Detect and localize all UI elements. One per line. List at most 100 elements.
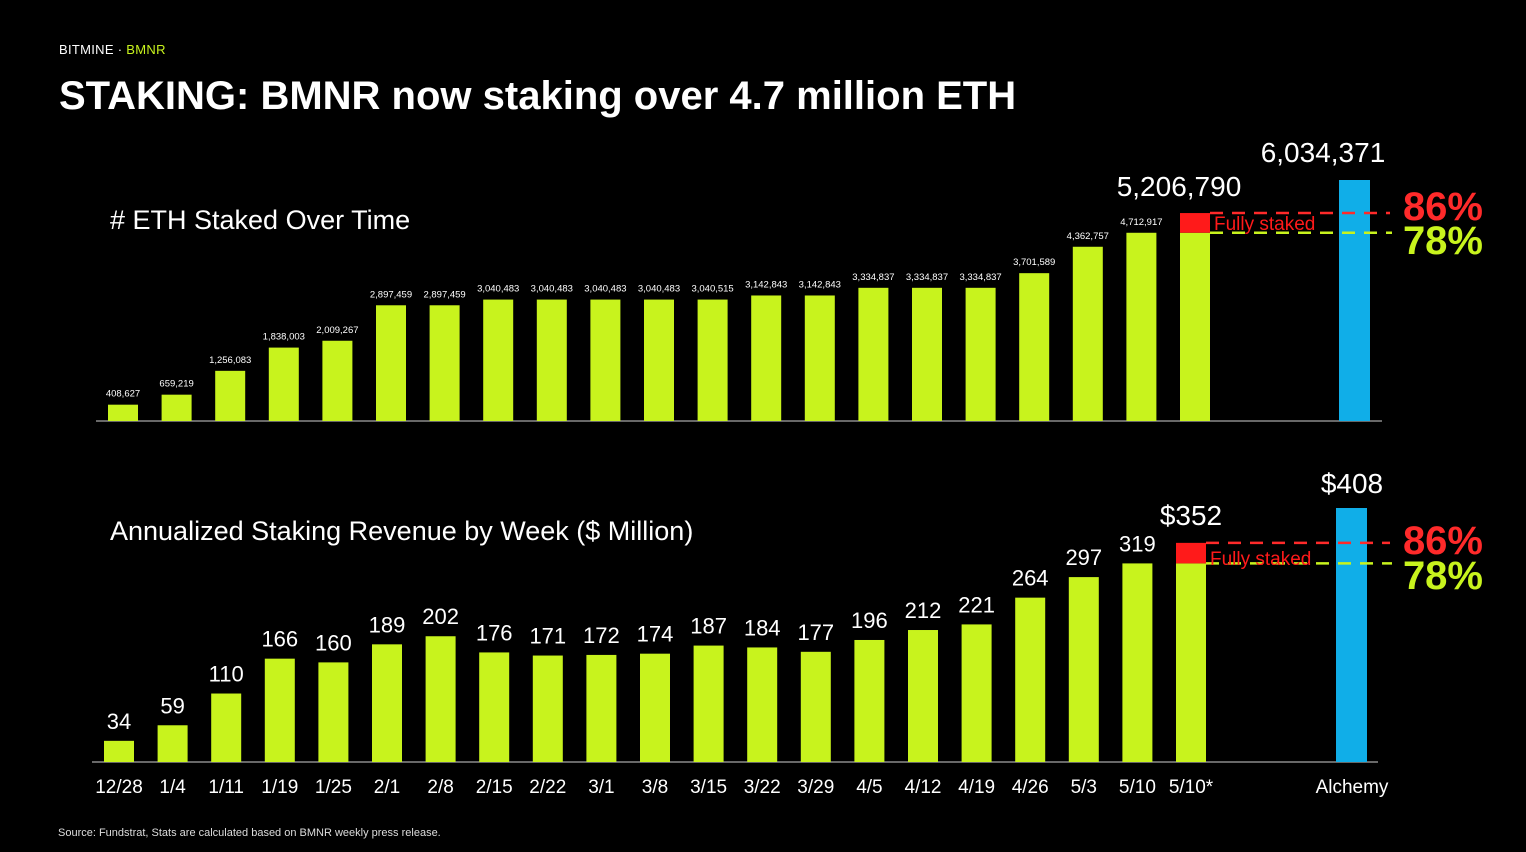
- bar: [586, 654, 617, 762]
- x-tick-label: 3/29: [797, 777, 834, 798]
- bar: [912, 287, 942, 421]
- x-tick-label: 3/1: [588, 777, 614, 798]
- bar: [697, 299, 728, 421]
- data-label: 221: [958, 592, 995, 617]
- bar: [1015, 597, 1046, 762]
- x-tick-label: 5/10: [1119, 777, 1156, 798]
- data-label: 1,256,083: [209, 355, 251, 366]
- bar: [372, 644, 402, 762]
- data-label: 184: [744, 615, 781, 640]
- data-label: 34: [107, 709, 131, 734]
- data-label: 2,897,459: [370, 289, 412, 300]
- data-label: 3,040,483: [477, 284, 519, 295]
- fully-staked-segment: [1180, 213, 1210, 233]
- data-label: 59: [160, 693, 184, 718]
- bar: [800, 651, 831, 762]
- data-label: 202: [422, 604, 459, 629]
- fully-staked-value-label: $352: [1160, 500, 1222, 531]
- data-label: 3,040,483: [638, 284, 680, 295]
- bar: [215, 370, 246, 421]
- fully-staked-annotation: Fully staked: [1210, 549, 1311, 570]
- x-tick-label: 1/25: [315, 777, 352, 798]
- x-tick-label: 2/8: [427, 777, 453, 798]
- pct-86-label: 86%: [1403, 519, 1483, 563]
- x-tick-label-alchemy: Alchemy: [1316, 777, 1389, 798]
- data-label: 2,897,459: [423, 289, 465, 300]
- bar: [854, 639, 885, 762]
- x-tick-label: 4/26: [1012, 777, 1049, 798]
- data-label: 172: [583, 623, 620, 648]
- pct-78-label: 78%: [1403, 219, 1483, 263]
- alchemy-bar: [1339, 180, 1370, 421]
- x-tick-label: 4/19: [958, 777, 995, 798]
- alchemy-bar: [1336, 508, 1367, 762]
- data-label: 189: [369, 612, 406, 637]
- bar: [376, 305, 406, 421]
- data-label: 3,334,837: [959, 272, 1001, 283]
- x-tick-label: 5/10*: [1169, 777, 1214, 798]
- page-title: STAKING: BMNR now staking over 4.7 milli…: [59, 74, 1017, 118]
- bar: [318, 662, 349, 762]
- fully-staked-segment: [1176, 542, 1206, 564]
- data-label: 177: [797, 620, 834, 645]
- data-label: 3,334,837: [906, 272, 948, 283]
- bar: [429, 305, 460, 421]
- bar: [211, 693, 242, 762]
- data-label: 3,142,843: [745, 279, 787, 290]
- fully-staked-value-label: 5,206,790: [1117, 171, 1242, 202]
- x-tick-label: 1/11: [208, 777, 244, 798]
- bar: [1019, 273, 1050, 421]
- data-label: 3,701,589: [1013, 257, 1055, 268]
- panel-2-title: Annualized Staking Revenue by Week ($ Mi…: [110, 516, 693, 546]
- x-tick-label: 5/3: [1071, 777, 1097, 798]
- bar: [644, 299, 674, 421]
- bar: [1122, 563, 1153, 762]
- data-label: 3,040,483: [531, 284, 573, 295]
- data-label: 319: [1119, 531, 1156, 556]
- panel-1-title: # ETH Staked Over Time: [110, 205, 410, 235]
- bar: [590, 299, 621, 421]
- x-tick-label: 3/22: [744, 777, 781, 798]
- x-tick-label: 4/12: [905, 777, 942, 798]
- x-tick-label: 1/4: [159, 777, 186, 798]
- x-tick-label: 1/19: [261, 777, 298, 798]
- data-label: 176: [476, 620, 513, 645]
- bar: [804, 295, 835, 421]
- bar: [751, 295, 782, 421]
- data-label: 3,142,843: [799, 279, 841, 290]
- bar: [483, 299, 514, 421]
- brand-label: BITMINE · BMNR: [59, 42, 166, 57]
- data-label: 264: [1012, 566, 1049, 591]
- bar: [1176, 563, 1206, 762]
- pct-78-label: 78%: [1403, 554, 1483, 598]
- data-label: 659,219: [159, 379, 193, 390]
- bar: [161, 394, 192, 421]
- bar: [532, 655, 563, 762]
- brand-company: BITMINE: [59, 42, 114, 57]
- bar: [908, 630, 938, 762]
- x-tick-label: 3/8: [642, 777, 668, 798]
- bar: [425, 636, 456, 762]
- data-label: 1,838,003: [263, 332, 305, 343]
- data-label: 212: [905, 598, 942, 623]
- bar: [1068, 577, 1099, 762]
- bar: [104, 740, 134, 762]
- bar: [1072, 246, 1103, 421]
- data-label: 3,040,515: [691, 284, 733, 295]
- bar: [693, 645, 724, 762]
- fully-staked-annotation: Fully staked: [1214, 214, 1315, 235]
- bar: [961, 624, 992, 762]
- x-tick-label: 4/5: [856, 777, 882, 798]
- brand-ticker: BMNR: [126, 42, 166, 57]
- pct-86-label: 86%: [1403, 185, 1483, 229]
- brand-separator: ·: [113, 42, 127, 57]
- bar: [965, 287, 996, 421]
- alchemy-value-label: 6,034,371: [1261, 137, 1386, 168]
- alchemy-value-label: $408: [1321, 468, 1383, 499]
- bar: [479, 652, 510, 762]
- x-tick-label: 2/15: [476, 777, 513, 798]
- x-tick-label: 2/1: [374, 777, 400, 798]
- data-label: 166: [261, 627, 298, 652]
- data-label: 160: [315, 630, 352, 655]
- data-label: 4,362,757: [1067, 231, 1109, 242]
